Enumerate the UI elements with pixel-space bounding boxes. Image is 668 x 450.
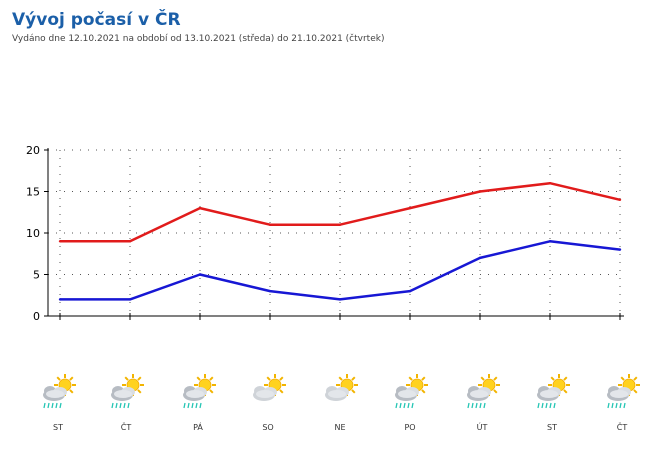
y-tick-label: 15 [26,186,40,199]
series-1-point [478,190,482,193]
series-2-point [58,298,62,301]
day-label: PÁ [193,421,203,432]
cloud-sun-rain-icon [607,374,640,409]
day-label: ÚT [477,421,488,432]
series-1-point [338,223,342,226]
y-tick-label: 20 [26,144,40,157]
page-title: Vývoj počasí v ČR [12,10,181,30]
series-2-point [338,298,342,301]
series-1-point [618,198,622,201]
sun-cloud-icon [325,374,358,401]
series-1-point [268,223,272,226]
y-tick-label: 5 [33,269,40,282]
series-1-point [408,206,412,210]
y-tick-label: 0 [33,310,40,323]
series-2-point [268,289,272,293]
weather-icon-row [43,374,640,409]
series-layer [58,181,622,301]
grid-layer [48,149,622,316]
series-2-point [478,256,482,260]
axis-layer: 0 5 10 15 20 [26,144,624,323]
day-label: SO [262,423,273,432]
page-subtitle: Vydáno dne 12.10.2021 na období od 13.10… [12,34,385,44]
series-2-point [618,248,622,251]
cloud-sun-rain-icon [395,374,428,409]
day-label: ST [53,423,63,432]
series-1-point [128,240,132,243]
cloud-sun-rain-icon [43,374,76,409]
series-2-point [408,289,412,293]
series-1-point [58,240,62,243]
series-1-point [198,206,202,210]
y-tick-label: 10 [26,227,40,240]
cloud-sun-rain-icon [537,374,570,409]
cloud-sun-rain-icon [111,374,144,409]
series-2-point [128,298,132,301]
series-2-point [198,273,202,276]
day-label: PO [404,423,415,432]
sun-cloud-icon [253,374,286,401]
day-label: ST [547,423,557,432]
cloud-sun-rain-icon [183,374,216,409]
series-1-point [548,182,552,185]
day-label: ČT [121,421,132,432]
cloud-sun-rain-icon [467,374,500,409]
day-label-row: ST ČT PÁ SO NE PO ÚT ST ČT [53,421,627,432]
series-2-point [548,240,552,243]
day-label: NE [334,423,345,432]
day-label: ČT [617,421,628,432]
